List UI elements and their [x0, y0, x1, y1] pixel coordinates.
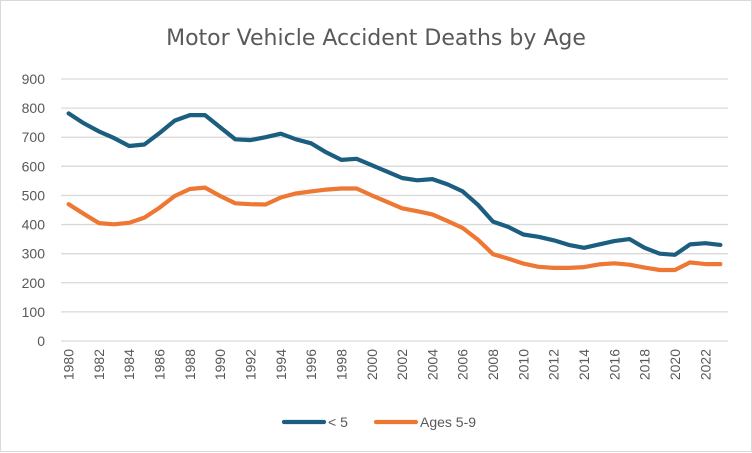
y-tick-label: 200 [22, 275, 46, 291]
legend-item: Ages 5-9 [373, 414, 476, 430]
x-tick-label: 2002 [394, 349, 410, 380]
x-tick-label: 1994 [273, 349, 289, 380]
y-tick-label: 800 [22, 100, 46, 116]
x-tick-label: 2014 [576, 349, 592, 380]
x-tick-label: 2006 [455, 349, 471, 380]
legend-item: < 5 [281, 414, 348, 430]
y-axis-ticks: 0 100 200 300 400 500 600 700 800 900 [22, 71, 46, 349]
y-tick-label: 0 [37, 333, 45, 349]
x-tick-label: 1998 [333, 349, 349, 380]
x-axis-ticks: 1980 1982 1984 1986 1988 1990 1992 1994 1996 1998… [61, 349, 714, 380]
x-tick-label: 1996 [303, 349, 319, 380]
y-tick-label: 100 [22, 304, 46, 320]
x-tick-label: 1988 [182, 349, 198, 380]
y-tick-label: 300 [22, 246, 46, 262]
x-tick-label: 1982 [91, 349, 107, 380]
series-line-1 [66, 185, 723, 273]
x-tick-label: 2016 [606, 349, 622, 380]
legend-label: < 5 [328, 414, 348, 430]
series-lines [66, 111, 723, 273]
x-tick-label: 2012 [546, 349, 562, 380]
x-tick-label: 1990 [212, 349, 228, 380]
y-tick-label: 700 [22, 129, 46, 145]
y-tick-label: 400 [22, 217, 46, 233]
x-tick-label: 1984 [121, 349, 137, 380]
x-tick-label: 2000 [364, 349, 380, 380]
x-tick-label: 1980 [61, 349, 77, 380]
y-tick-label: 500 [22, 187, 46, 203]
legend-label: Ages 5-9 [420, 414, 476, 430]
x-tick-label: 2008 [485, 349, 501, 380]
legend: < 5 Ages 5-9 [281, 414, 476, 430]
x-tick-label: 2022 [697, 349, 713, 380]
chart-title: Motor Vehicle Accident Deaths by Age [166, 26, 586, 51]
x-tick-label: 2018 [637, 349, 653, 380]
x-tick-label: 2010 [515, 349, 531, 380]
x-tick-label: 1986 [152, 349, 168, 380]
x-tick-label: 1992 [242, 349, 258, 380]
series-line-0 [66, 111, 723, 257]
y-tick-label: 900 [22, 71, 46, 87]
gridlines [61, 78, 728, 342]
x-tick-label: 2020 [667, 349, 683, 380]
x-tick-label: 2004 [424, 349, 440, 380]
y-tick-label: 600 [22, 158, 46, 174]
